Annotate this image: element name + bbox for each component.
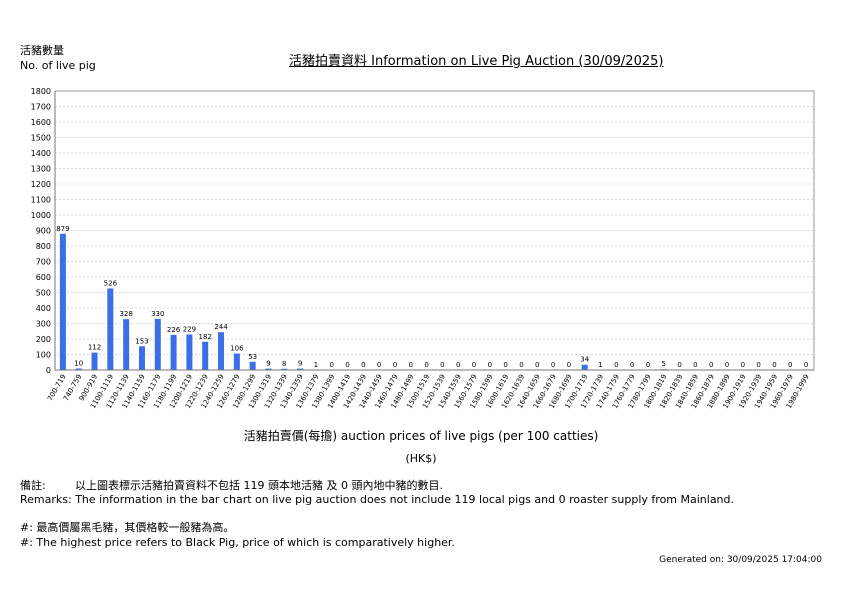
bar — [233, 353, 240, 370]
bar-value-label: 0 — [472, 361, 476, 369]
bar-value-label: 5 — [662, 360, 666, 368]
bar-value-label: 0 — [788, 361, 792, 369]
y-tick-label: 200 — [36, 335, 51, 344]
bar-value-label: 1 — [598, 361, 602, 369]
bar-value-label: 0 — [345, 361, 349, 369]
generated-timestamp: Generated on: 30/09/2025 17:04:00 — [659, 555, 822, 565]
black-pig-note-en: #: The highest price refers to Black Pig… — [20, 536, 455, 549]
bar-value-label: 0 — [693, 361, 697, 369]
bar — [138, 346, 145, 370]
bar-value-label: 0 — [772, 361, 776, 369]
y-tick-label: 1700 — [31, 103, 51, 112]
bar-value-label: 0 — [709, 361, 713, 369]
remarks-en: Remarks: The information in the bar char… — [20, 493, 735, 506]
bar — [281, 368, 288, 370]
bar-value-label: 0 — [725, 361, 729, 369]
bar-value-label: 0 — [614, 361, 618, 369]
y-tick-label: 800 — [36, 242, 51, 251]
bar-value-label: 106 — [230, 345, 244, 353]
bar-value-label: 0 — [567, 361, 571, 369]
bar — [107, 288, 114, 370]
bar-value-label: 182 — [199, 333, 212, 341]
bar-value-label: 0 — [488, 361, 492, 369]
bar-value-label: 0 — [630, 361, 634, 369]
bar — [202, 341, 209, 370]
bar-value-label: 0 — [646, 361, 650, 369]
bar — [59, 233, 66, 370]
y-tick-label: 600 — [36, 273, 51, 282]
y-tick-label: 1000 — [31, 211, 51, 220]
bar-value-label: 0 — [503, 361, 507, 369]
bar-value-label: 0 — [409, 361, 413, 369]
bar — [123, 319, 130, 370]
bar — [249, 361, 256, 370]
unit-label: (HK$) — [405, 452, 437, 465]
bar — [581, 364, 588, 370]
bar-value-label: 53 — [248, 353, 257, 361]
bar-value-label: 226 — [167, 326, 181, 334]
y-tick-label: 1400 — [31, 149, 51, 158]
bar-value-label: 0 — [329, 361, 333, 369]
remarks-prefix-zh: 備註: — [20, 479, 46, 492]
black-pig-note-zh: #: 最高價屬黑毛豬，其價格較一般豬為高。 — [20, 521, 235, 534]
bar-value-label: 330 — [151, 310, 164, 318]
bar — [75, 368, 82, 370]
bar-value-label: 0 — [519, 361, 523, 369]
bar-value-label: 229 — [183, 326, 196, 334]
y-tick-label: 1800 — [31, 87, 51, 96]
chart-title: 活豬拍賣資料 Information on Live Pig Auction (… — [289, 54, 664, 69]
bar-value-label: 328 — [119, 310, 132, 318]
y-tick-label: 500 — [36, 289, 51, 298]
bar — [170, 334, 177, 370]
bar-value-label: 10 — [74, 359, 83, 367]
bar — [186, 334, 193, 370]
bar-value-label: 0 — [741, 361, 745, 369]
y-tick-label: 0 — [46, 366, 51, 375]
x-axis-label: 活豬拍賣價(每擔) auction prices of live pigs (p… — [243, 429, 599, 443]
y-tick-label: 300 — [36, 320, 51, 329]
bar-value-label: 879 — [56, 225, 69, 233]
y-tick-label: 400 — [36, 304, 51, 313]
bar-value-label: 526 — [104, 279, 118, 287]
bar — [265, 368, 272, 370]
bar-value-label: 0 — [440, 361, 444, 369]
bar-value-label: 0 — [551, 361, 555, 369]
bar-value-label: 0 — [677, 361, 681, 369]
bar-value-label: 0 — [535, 361, 539, 369]
bar-value-label: 0 — [361, 361, 365, 369]
y-tick-label: 1100 — [31, 196, 51, 205]
bar — [297, 368, 304, 370]
bar-value-label: 9 — [298, 360, 302, 368]
bar-value-label: 0 — [424, 361, 428, 369]
bar-value-label: 0 — [756, 361, 760, 369]
bar-value-label: 8 — [282, 360, 286, 368]
y-tick-label: 100 — [36, 351, 51, 360]
bar-value-label: 0 — [393, 361, 397, 369]
bar-chart: 0100200300400500600700800900100011001200… — [31, 87, 815, 410]
bar-value-label: 9 — [266, 360, 270, 368]
bar — [91, 352, 98, 370]
y-axis-label-en: No. of live pig — [20, 59, 96, 72]
bar-value-label: 0 — [456, 361, 460, 369]
bar-value-label: 0 — [804, 361, 808, 369]
y-tick-label: 1200 — [31, 180, 51, 189]
y-axis-label-zh: 活豬數量 — [20, 44, 64, 57]
bar-value-label: 153 — [135, 337, 148, 345]
y-tick-label: 1600 — [31, 118, 51, 127]
bar-value-label: 0 — [377, 361, 381, 369]
bar-value-label: 112 — [88, 344, 101, 352]
bar — [154, 318, 161, 370]
y-tick-label: 900 — [36, 227, 51, 236]
y-tick-label: 1300 — [31, 165, 51, 174]
bar-value-label: 34 — [580, 356, 589, 364]
y-tick-label: 700 — [36, 258, 51, 267]
bar-value-label: 244 — [214, 323, 228, 331]
bar-value-label: 1 — [314, 361, 318, 369]
y-tick-label: 1500 — [31, 134, 51, 143]
bar — [218, 332, 225, 370]
remarks-zh: 以上圖表標示活豬拍賣資料不包括 119 頭本地活豬 及 0 頭內地中豬的數目. — [75, 479, 443, 492]
